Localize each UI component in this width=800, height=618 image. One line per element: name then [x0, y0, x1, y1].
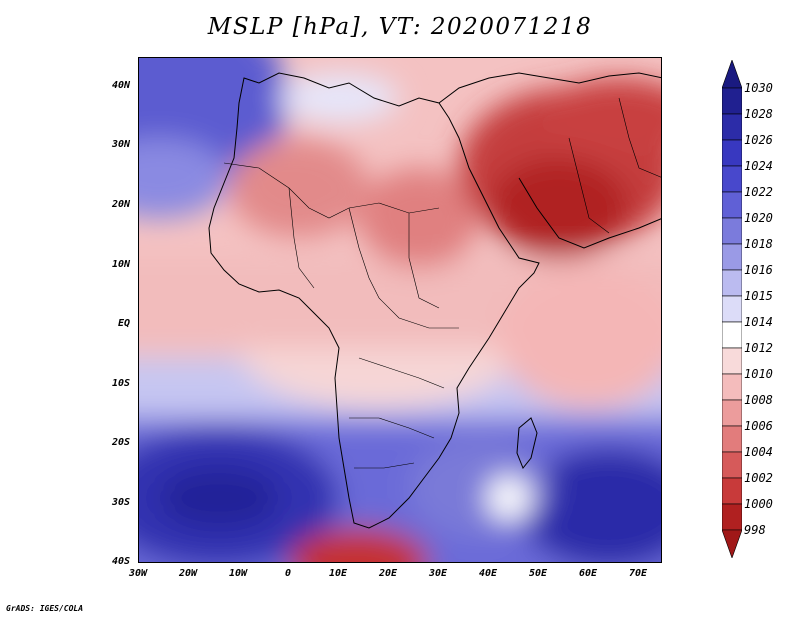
- lon-label-30w: 30W: [128, 568, 148, 579]
- lat-label-20n: 20N: [111, 199, 130, 210]
- lat-label-30s: 30S: [111, 497, 130, 508]
- colorbar-swatch: [722, 503, 742, 531]
- colorbar-level-label: 1020: [744, 211, 773, 225]
- lat-label-10n: 10N: [111, 259, 130, 270]
- colorbar-level-label: 1010: [744, 367, 773, 381]
- lon-label-20e: 20E: [378, 568, 398, 579]
- pressure-map: [138, 57, 662, 563]
- lon-label-10e: 10E: [328, 568, 348, 579]
- lat-label-40n: 40N: [111, 80, 130, 91]
- colorbar-swatch: [722, 425, 742, 453]
- colorbar-swatch: [722, 217, 742, 245]
- grads-credit: GrADS: IGES/COLA: [6, 604, 84, 613]
- colorbar-swatch: [722, 165, 742, 193]
- colorbar-level-label: 1018: [744, 237, 773, 251]
- lat-label-10s: 10S: [111, 378, 130, 389]
- colorbar-level-label: 1028: [744, 107, 773, 121]
- lon-label-10w: 10W: [228, 568, 248, 579]
- colorbar-level-label: 1015: [744, 289, 773, 303]
- colorbar-swatch: [722, 451, 742, 479]
- colorbar-level-label: 1012: [744, 341, 773, 355]
- colorbar-level-label: 1000: [744, 497, 773, 511]
- colorbar-level-label: 1002: [744, 471, 773, 485]
- colorbar-level-label: 1014: [744, 315, 773, 329]
- map-title: MSLP [hPa], VT: 2020071218: [207, 14, 593, 40]
- colorbar: [722, 60, 742, 558]
- colorbar-swatch: [722, 295, 742, 323]
- colorbar-swatch: [722, 373, 742, 401]
- colorbar-swatch: [722, 399, 742, 427]
- coastlines: [208, 72, 661, 529]
- colorbar-level-label: 998: [744, 523, 766, 537]
- colorbar-level-label: 1016: [744, 263, 773, 277]
- colorbar-swatch: [722, 347, 742, 375]
- lon-label-70e: 70E: [628, 568, 648, 579]
- lat-label-eq: EQ: [117, 318, 130, 329]
- lon-label-0: 0: [284, 568, 292, 579]
- colorbar-level-label: 1004: [744, 445, 773, 459]
- colorbar-top-arrow: [722, 60, 742, 89]
- colorbar-level-label: 1006: [744, 419, 773, 433]
- lon-label-60e: 60E: [578, 568, 598, 579]
- lon-label-50e: 50E: [528, 568, 548, 579]
- colorbar-swatch: [722, 87, 742, 115]
- lat-label-30n: 30N: [111, 139, 130, 150]
- colorbar-swatch: [722, 477, 742, 505]
- colorbar-level-label: 1022: [744, 185, 773, 199]
- colorbar-bottom-arrow: [722, 529, 742, 558]
- colorbar-level-label: 1024: [744, 159, 773, 173]
- colorbar-swatch: [722, 139, 742, 167]
- colorbar-swatch: [722, 243, 742, 271]
- colorbar-swatch: [722, 269, 742, 297]
- lat-label-40s: 40S: [111, 556, 130, 567]
- lat-label-20s: 20S: [111, 437, 130, 448]
- colorbar-level-label: 1008: [744, 393, 773, 407]
- lon-label-40e: 40E: [478, 568, 498, 579]
- colorbar-level-label: 1030: [744, 81, 773, 95]
- colorbar-swatch: [722, 113, 742, 141]
- lon-label-30e: 30E: [428, 568, 448, 579]
- colorbar-swatch: [722, 321, 742, 349]
- colorbar-swatch: [722, 191, 742, 219]
- lon-label-20w: 20W: [178, 568, 198, 579]
- colorbar-level-label: 1026: [744, 133, 773, 147]
- pressure-field: [139, 58, 661, 562]
- country-borders: [223, 97, 661, 469]
